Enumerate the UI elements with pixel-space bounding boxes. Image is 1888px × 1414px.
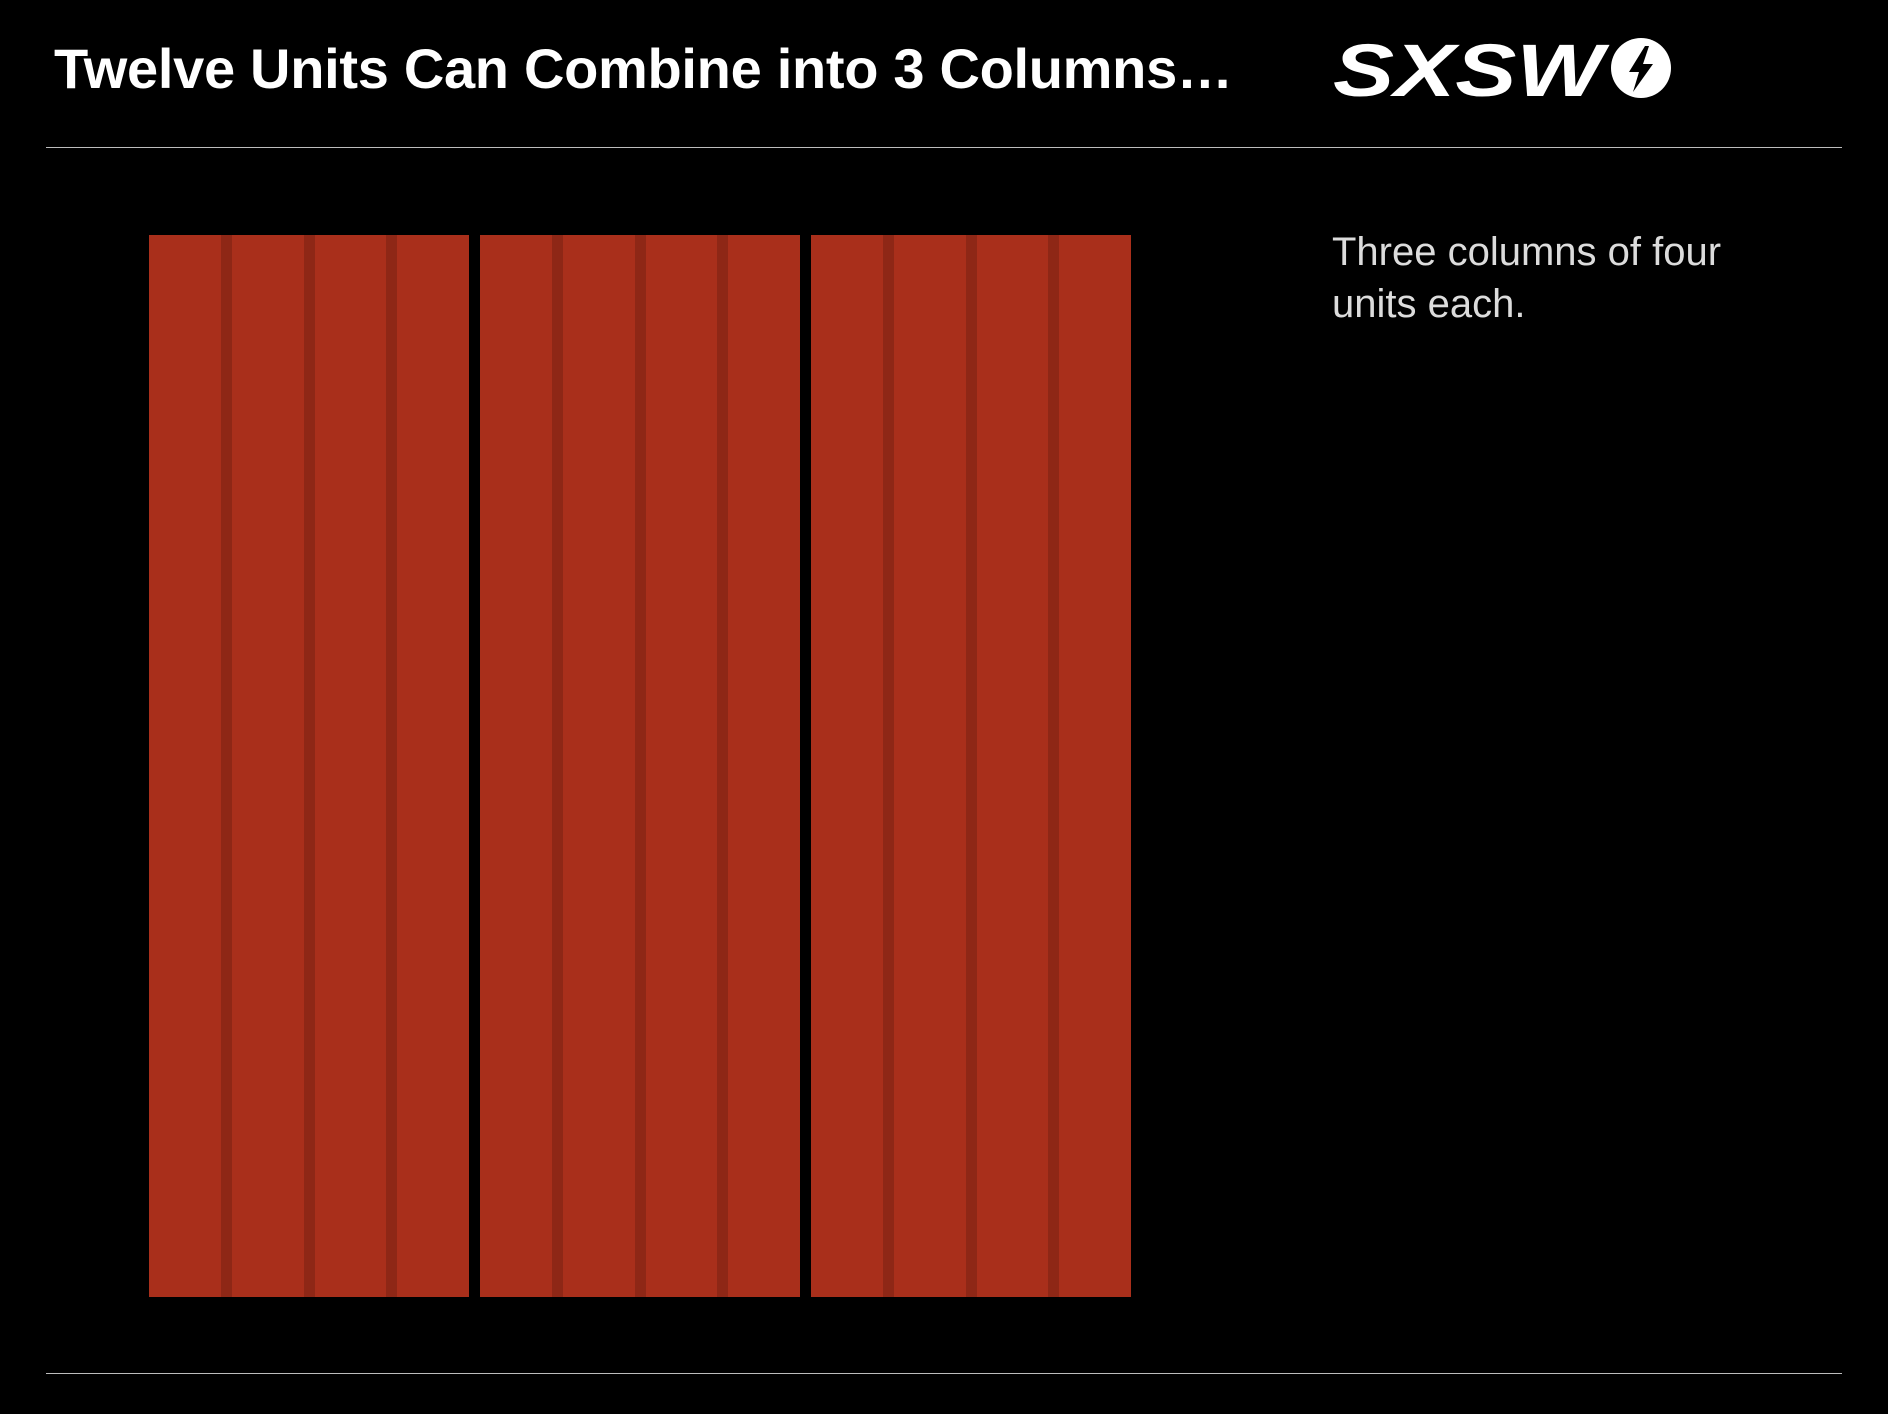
svg-text:SXSW: SXSW — [1333, 38, 1611, 102]
unit-divider — [882, 235, 894, 1297]
unit-divider — [1048, 235, 1060, 1297]
footer-divider — [46, 1373, 1842, 1374]
unit-divider — [551, 235, 563, 1297]
unit-divider — [717, 235, 729, 1297]
unit-column — [480, 235, 800, 1297]
unit-divider — [965, 235, 977, 1297]
unit-divider — [303, 235, 315, 1297]
slide-title: Twelve Units Can Combine into 3 Columns… — [54, 37, 1233, 100]
header-divider — [46, 147, 1842, 148]
unit-column — [811, 235, 1131, 1297]
sxsw-logo: SXSW — [1333, 38, 1671, 102]
unit-divider — [220, 235, 232, 1297]
unit-divider — [634, 235, 646, 1297]
side-caption: Three columns of four units each. — [1332, 230, 1722, 326]
unit-column — [149, 235, 469, 1297]
unit-divider — [386, 235, 398, 1297]
